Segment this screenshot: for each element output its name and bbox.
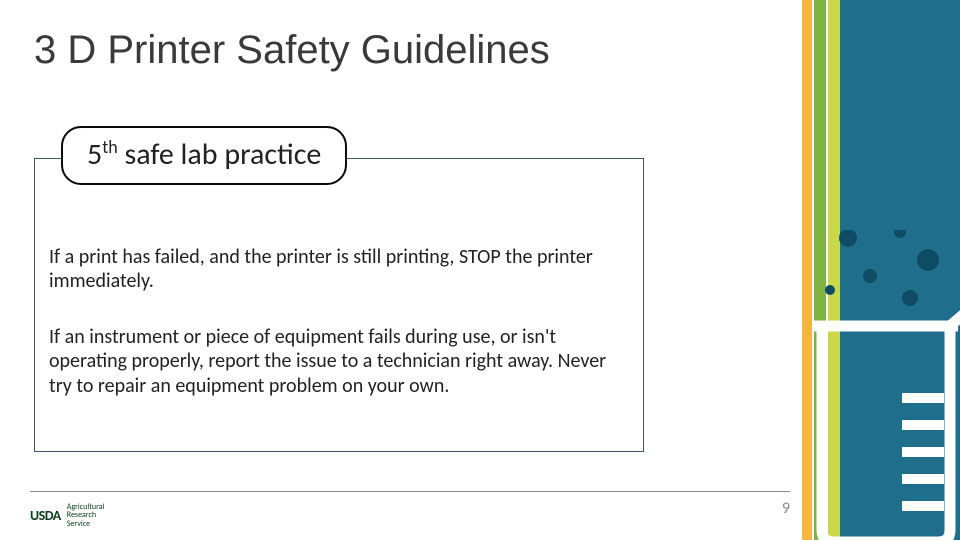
slide: 3 D Printer Safety Guidelines 5th safe l… [0, 0, 960, 540]
logo-line-3: Service [67, 520, 105, 528]
logo-text: Agricultural Research Service [67, 503, 105, 528]
practice-label: safe lab practice [118, 136, 322, 173]
footer-divider [30, 491, 790, 492]
practice-badge: 5th safe lab practice [61, 126, 347, 185]
practice-ordinal: th [102, 136, 118, 158]
usda-logo: USDA Agricultural Research Service [30, 503, 104, 528]
practice-number: 5 [87, 136, 102, 173]
page-number: 9 [782, 499, 790, 518]
content-box: 5th safe lab practice If a print has fai… [34, 158, 644, 452]
paragraph-1: If a print has failed, and the printer i… [49, 245, 629, 294]
page-title: 3 D Printer Safety Guidelines [34, 28, 550, 73]
beaker-icon [810, 230, 950, 530]
paragraph-2: If an instrument or piece of equipment f… [49, 325, 629, 398]
logo-mark: USDA [30, 507, 61, 524]
